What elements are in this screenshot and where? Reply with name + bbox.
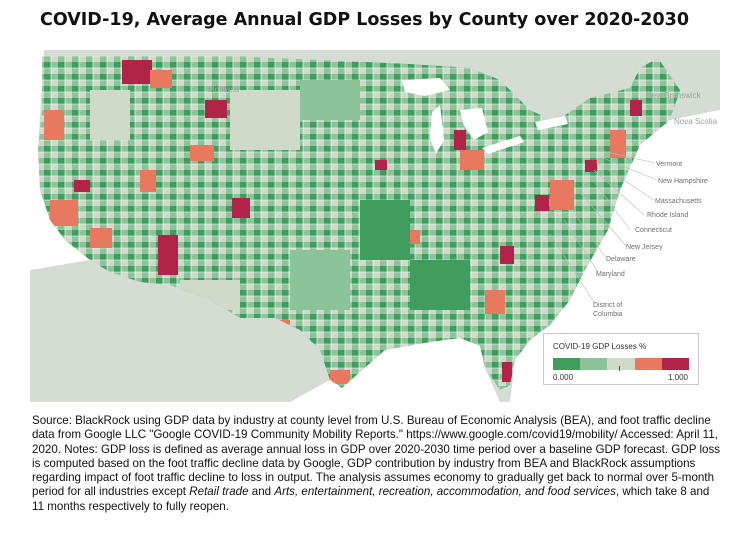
legend-title: COVID-19 GDP Losses % [553,342,647,351]
lake-ontario [535,116,568,130]
legend-swatch [634,358,662,370]
state-label: Montana [208,85,240,94]
lake-michigan [430,105,444,154]
legend-swatch [661,358,690,370]
source-text: , which take 8 and 11 months respectivel… [32,485,710,513]
callout-label-delaware: Delaware [606,256,636,263]
legend-min-label: 0.000 [553,373,574,382]
high-loss-counties [74,60,642,382]
lake-huron [460,108,488,140]
callout-label-rhode-island: Rhode Island [647,212,688,219]
source-note: Source: BlackRock using GDP data by indu… [32,414,722,514]
legend-swatch [580,358,608,370]
callout-label-dc: District of Columbia [593,302,624,318]
region-label: Nova Scotia [674,117,718,126]
map-canvas: Montana New Brunswick Nova Scotia Vermon… [30,50,720,402]
callout-label-vermont: Vermont [656,161,682,168]
callout-label-connecticut: Connecticut [635,227,672,234]
source-italic-retail: Retail trade [189,485,249,499]
color-legend: COVID-19 GDP Losses % 0.000 1.000 [543,333,699,385]
legend-swatch [553,358,581,370]
pacific-ocean [30,50,90,270]
legend-max-label: 1.000 [667,373,688,382]
map-title: COVID-19, Average Annual GDP Losses by C… [39,10,690,30]
legend-color-bar [553,358,690,370]
region-label: New Brunswick [646,91,702,100]
source-italic-arts: Arts, entertainment, recreation, accommo… [274,485,616,499]
atlantic-ocean [510,110,720,402]
county-gdp-loss-map[interactable]: Montana New Brunswick Nova Scotia Vermon… [30,50,720,402]
callout-label-maryland: Maryland [596,271,625,278]
callout-label-dc-line: District of [593,302,622,309]
callout-leaders [549,149,658,305]
lake-erie [482,136,524,154]
callout-label-massachusetts: Massachusetts [655,198,702,205]
callout-label-new-jersey: New Jersey [626,244,663,251]
callout-label-new-hampshire: New Hampshire [658,178,708,185]
legend-swatch [607,358,635,370]
legend-tick [619,366,620,371]
callout-label-dc-line: Columbia [593,311,623,318]
source-text: Source: BlackRock using GDP data by indu… [32,414,721,499]
low-loss-counties [90,80,470,310]
lake-superior [402,78,450,96]
source-text: and [248,485,275,499]
